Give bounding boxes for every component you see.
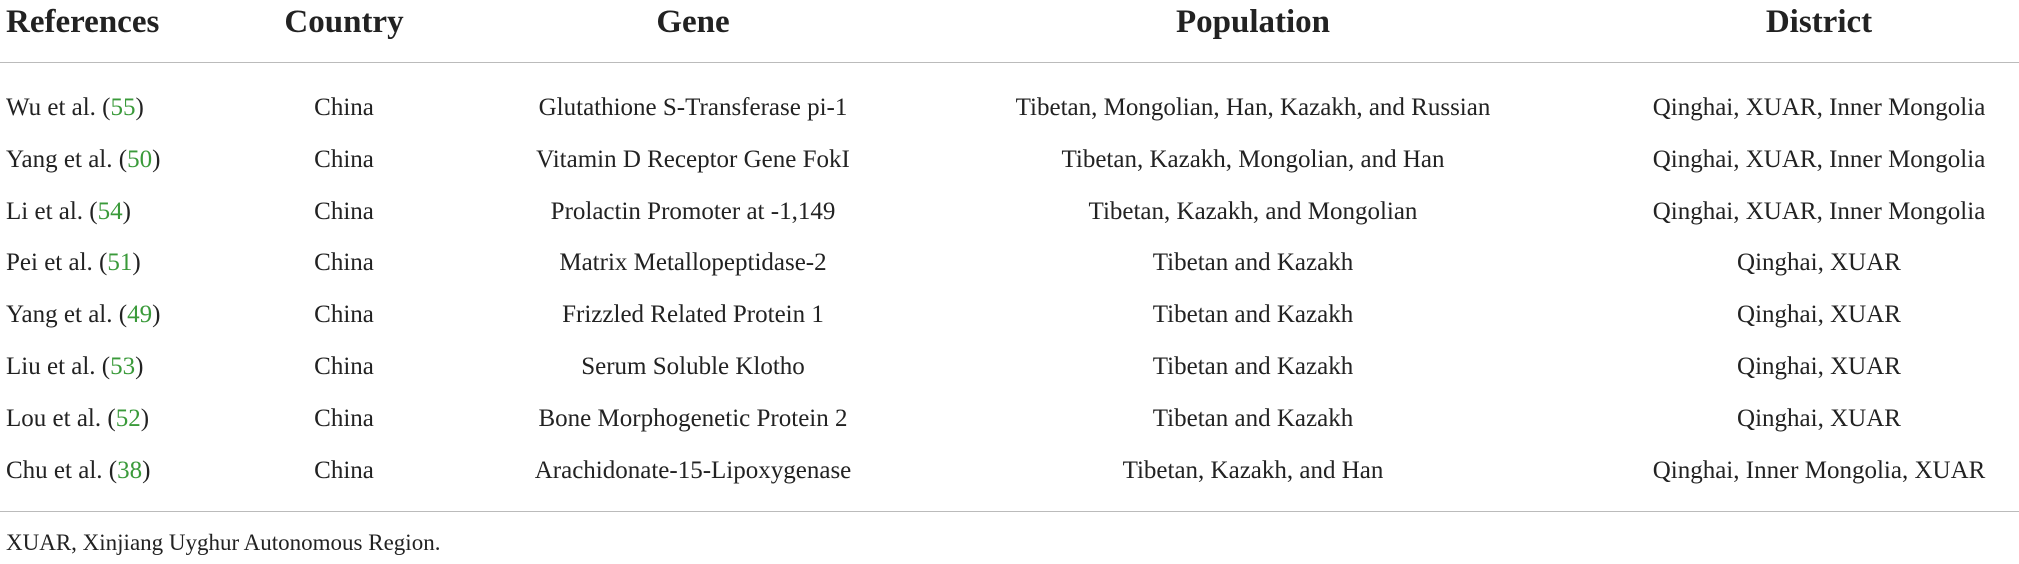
table-cell: Tibetan, Kazakh, and Han: [1122, 456, 1384, 484]
reference-text: ): [140, 404, 150, 432]
table-cell: Tibetan, Mongolian, Han, Kazakh, and Rus…: [1015, 94, 1491, 121]
citation-number: 53: [110, 353, 136, 380]
table-cell: Qinghai, XUAR, Inner Mongolia: [1652, 197, 1986, 225]
table-cell: Frizzled Related Protein 1: [562, 301, 824, 329]
table-cell: Serum Soluble Klotho: [581, 353, 805, 380]
reference-cell: Yang et al. (49): [6, 299, 160, 331]
reference-text: Wu et al. (: [6, 94, 111, 121]
reference-text: Lou et al. (: [6, 404, 116, 432]
table-cell: Tibetan and Kazakh: [1152, 353, 1354, 380]
reference-text: Pei et al. (: [6, 249, 108, 277]
column-header: District: [1765, 4, 1873, 40]
header-rule: [0, 62, 2019, 63]
table-cell: China: [314, 301, 374, 329]
table-cell: Tibetan, Kazakh, Mongolian, and Han: [1061, 145, 1445, 173]
table-cell: China: [314, 145, 374, 173]
table-cell: Matrix Metallopeptidase-2: [559, 249, 827, 277]
table-cell: Tibetan and Kazakh: [1152, 404, 1354, 432]
reference-cell: Liu et al. (53): [6, 351, 143, 383]
citation-number: 55: [110, 94, 136, 121]
citation-number: 54: [97, 197, 123, 225]
table-cell: China: [314, 94, 374, 121]
table-cell: Qinghai, XUAR: [1737, 353, 1901, 380]
table-cell: Qinghai, XUAR, Inner Mongolia: [1652, 145, 1986, 173]
table-cell: China: [314, 456, 374, 484]
reference-cell: Lou et al. (52): [6, 403, 149, 435]
column-header: Gene: [656, 4, 730, 40]
reference-text: ): [152, 301, 161, 329]
table-cell: China: [314, 249, 374, 277]
citation-number: 51: [107, 249, 133, 277]
table-cell: China: [314, 197, 374, 225]
reference-cell: Li et al. (54): [6, 196, 131, 228]
reference-text: Yang et al. (: [6, 145, 128, 173]
citation-number: 50: [127, 145, 153, 173]
reference-text: ): [135, 353, 144, 380]
reference-cell: Pei et al. (51): [6, 247, 141, 279]
table-cell: Tibetan and Kazakh: [1152, 301, 1354, 329]
table-cell: Bone Morphogenetic Protein 2: [538, 404, 848, 432]
citation-number: 49: [127, 301, 153, 329]
reference-cell: Yang et al. (50): [6, 144, 160, 176]
reference-text: Chu et al. (: [6, 456, 118, 484]
reference-text: ): [142, 456, 151, 484]
table-cell: Prolactin Promoter at -1,149: [550, 197, 836, 225]
reference-text: ): [152, 145, 161, 173]
table-cell: Qinghai, Inner Mongolia, XUAR: [1652, 456, 1986, 484]
reference-cell: Wu et al. (55): [6, 92, 144, 124]
citation-number: 52: [115, 404, 141, 432]
table-cell: Tibetan and Kazakh: [1152, 249, 1354, 277]
bottom-rule: [0, 511, 2019, 512]
column-header: Population: [1175, 4, 1331, 40]
table-cell: Qinghai, XUAR: [1737, 301, 1901, 329]
reference-text: ): [122, 197, 131, 225]
table-cell: Tibetan, Kazakh, and Mongolian: [1088, 197, 1418, 225]
citation-number: 38: [117, 456, 143, 484]
table-cell: China: [314, 404, 374, 432]
reference-text: Yang et al. (: [6, 301, 128, 329]
reference-cell: Chu et al. (38): [6, 455, 150, 487]
table-cell: Arachidonate-15-Lipoxygenase: [534, 456, 852, 484]
table-cell: Glutathione S-Transferase pi-1: [538, 94, 848, 121]
reference-text: Liu et al. (: [6, 353, 111, 380]
table-cell: China: [314, 353, 374, 380]
table-cell: Vitamin D Receptor Gene FokI: [536, 145, 850, 173]
table-cell: Qinghai, XUAR, Inner Mongolia: [1652, 94, 1986, 121]
column-header: Country: [284, 4, 404, 40]
reference-text: ): [132, 249, 141, 277]
table-cell: Qinghai, XUAR: [1737, 249, 1901, 277]
reference-text: Li et al. (: [6, 197, 98, 225]
table-cell: Qinghai, XUAR: [1737, 404, 1901, 432]
footnote: XUAR, Xinjiang Uyghur Autonomous Region.: [6, 530, 441, 555]
column-header: References: [6, 4, 160, 40]
reference-text: ): [135, 94, 144, 121]
